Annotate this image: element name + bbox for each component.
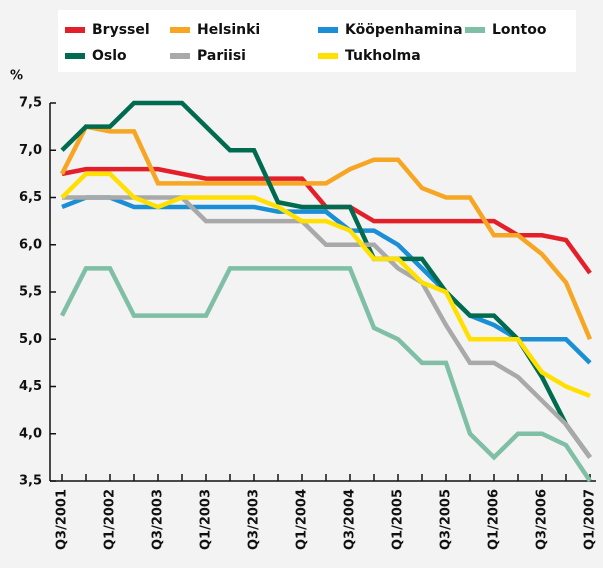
legend-label: Pariisi <box>197 48 246 64</box>
x-tick-label: Q1/2002 <box>103 489 118 550</box>
y-tick-label: 5,0 <box>19 332 42 347</box>
legend-box <box>58 10 576 72</box>
background <box>0 0 603 568</box>
x-tick-label: Q3/2001 <box>55 489 70 550</box>
legend-swatch <box>170 53 190 59</box>
legend-swatch <box>65 53 85 59</box>
x-tick-label: Q1/2003 <box>199 489 214 550</box>
x-tick-label: Q3/2006 <box>535 489 550 550</box>
x-tick-label: Q3/2003 <box>151 489 166 550</box>
legend-label: Tukholma <box>345 48 421 64</box>
y-tick-label: 5,5 <box>19 285 42 300</box>
y-tick-label: 3,5 <box>19 474 42 489</box>
y-tick-label: 6,5 <box>19 190 42 205</box>
legend-swatch <box>65 27 85 33</box>
legend-swatch <box>318 53 338 59</box>
x-tick-label: Q3/2005 <box>439 489 454 550</box>
x-tick-label: Q1/2004 <box>295 489 310 550</box>
legend-label: Bryssel <box>92 22 150 38</box>
y-tick-label: 4,5 <box>19 379 42 394</box>
x-tick-label: Q1/2006 <box>487 489 502 550</box>
x-tick-label: Q1/2007 <box>583 489 598 550</box>
chart: % 3,5 4,0 4,5 5,0 5,5 6,0 6,5 7,0 7,5 Q3/2001 Q1/2… <box>0 0 603 568</box>
y-tick-label: 6,0 <box>19 237 42 252</box>
y-tick-label: 4,0 <box>19 426 42 441</box>
legend-label: Helsinki <box>197 22 260 38</box>
y-tick-label: 7,5 <box>19 96 42 111</box>
legend-label: Lontoo <box>492 22 547 38</box>
y-tick-label: 7,0 <box>19 143 42 158</box>
x-tick-label: Q3/2003 <box>247 489 262 550</box>
legend-label: Oslo <box>92 48 127 64</box>
legend-swatch <box>465 27 485 33</box>
legend-swatch <box>318 27 338 33</box>
y-axis-label: % <box>10 69 23 84</box>
legend-swatch <box>170 27 190 33</box>
x-tick-label: Q1/2005 <box>391 489 406 550</box>
legend-label: Kööpenhamina <box>345 22 463 38</box>
x-tick-label: Q3/2004 <box>343 489 358 550</box>
